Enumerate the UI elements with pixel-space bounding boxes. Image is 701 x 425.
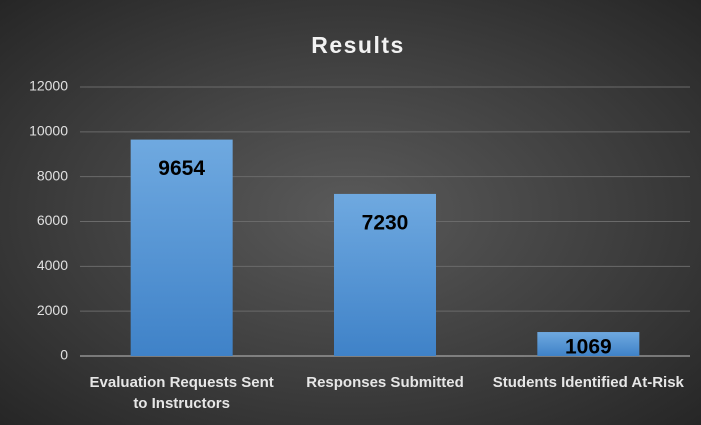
bar <box>537 332 640 356</box>
y-tick-label: 10000 <box>29 123 68 139</box>
y-tick-label: 0 <box>60 347 68 363</box>
y-tick-label: 6000 <box>37 212 68 228</box>
y-tick-label: 4000 <box>37 257 68 273</box>
bar <box>334 193 436 356</box>
data-label: 1069 <box>565 336 612 359</box>
x-tick-label: Evaluation Requests Sent to Instructors <box>89 374 274 412</box>
data-label: 7230 <box>362 211 409 234</box>
bar <box>130 139 233 356</box>
y-tick-label: 8000 <box>37 167 68 183</box>
y-tick-label: 2000 <box>37 302 68 318</box>
x-tick-label: Students Identified At-Risk <box>492 374 684 391</box>
x-tick-label: Responses Submitted <box>306 374 464 391</box>
y-tick-label: 12000 <box>29 78 68 94</box>
chart-title: Results <box>311 32 405 58</box>
data-label: 9654 <box>158 157 205 180</box>
